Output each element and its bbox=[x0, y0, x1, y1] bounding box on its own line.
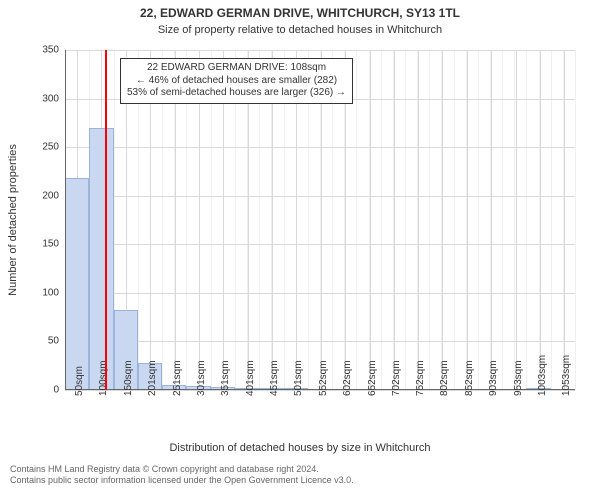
grid-minor-v bbox=[526, 50, 527, 390]
x-tick-label: 602sqm bbox=[342, 360, 353, 396]
x-tick-label: 150sqm bbox=[123, 360, 134, 396]
x-tick-label: 451sqm bbox=[269, 360, 280, 396]
y-tick-label: 250 bbox=[42, 142, 65, 153]
y-tick-label: 300 bbox=[42, 93, 65, 104]
grid-minor-v bbox=[381, 50, 382, 390]
grid-major-h bbox=[65, 293, 575, 294]
x-tick-label: 301sqm bbox=[196, 360, 207, 396]
y-axis-label: Number of detached properties bbox=[7, 144, 19, 296]
y-tick-label: 100 bbox=[42, 287, 65, 298]
histogram-bar bbox=[89, 128, 113, 390]
grid-minor-v bbox=[356, 50, 357, 390]
footnote-line-2: Contains public sector information licen… bbox=[10, 475, 590, 486]
grid-major-v bbox=[516, 50, 517, 390]
histogram-bar bbox=[65, 178, 89, 390]
grid-major-h bbox=[65, 244, 575, 245]
grid-major-h bbox=[65, 196, 575, 197]
plot-area: 05010015020025030035050sqm100sqm150sqm20… bbox=[65, 50, 575, 390]
grid-minor-v bbox=[575, 50, 576, 390]
x-tick-label: 652sqm bbox=[367, 360, 378, 396]
y-axis-line bbox=[65, 50, 66, 390]
y-tick-label: 50 bbox=[48, 336, 65, 347]
grid-major-h bbox=[65, 147, 575, 148]
grid-major-v bbox=[442, 50, 443, 390]
annotation-line-1: 22 EDWARD GERMAN DRIVE: 108sqm bbox=[127, 62, 346, 75]
y-tick-label: 200 bbox=[42, 190, 65, 201]
chart-title-2: Size of property relative to detached ho… bbox=[0, 24, 600, 36]
annotation-box: 22 EDWARD GERMAN DRIVE: 108sqm← 46% of d… bbox=[120, 58, 353, 104]
x-axis-label: Distribution of detached houses by size … bbox=[0, 442, 600, 454]
x-tick-label: 201sqm bbox=[147, 360, 158, 396]
x-tick-label: 401sqm bbox=[245, 360, 256, 396]
chart-title-1: 22, EDWARD GERMAN DRIVE, WHITCHURCH, SY1… bbox=[0, 6, 600, 20]
grid-minor-v bbox=[478, 50, 479, 390]
y-tick-label: 0 bbox=[53, 385, 65, 396]
x-tick-label: 903sqm bbox=[488, 360, 499, 396]
property-marker-line bbox=[105, 50, 107, 390]
grid-minor-v bbox=[454, 50, 455, 390]
grid-major-v bbox=[467, 50, 468, 390]
grid-major-h bbox=[65, 341, 575, 342]
grid-major-h bbox=[65, 50, 575, 51]
grid-minor-v bbox=[502, 50, 503, 390]
grid-major-v bbox=[394, 50, 395, 390]
grid-major-v bbox=[564, 50, 565, 390]
grid-major-v bbox=[491, 50, 492, 390]
grid-major-v bbox=[540, 50, 541, 390]
x-tick-label: 752sqm bbox=[415, 360, 426, 396]
x-tick-label: 852sqm bbox=[464, 360, 475, 396]
x-tick-label: 251sqm bbox=[172, 360, 183, 396]
grid-minor-v bbox=[405, 50, 406, 390]
chart-container: { "chart": { "type": "histogram", "title… bbox=[0, 0, 600, 500]
x-tick-label: 1003sqm bbox=[537, 355, 548, 396]
x-tick-label: 501sqm bbox=[293, 360, 304, 396]
grid-major-v bbox=[370, 50, 371, 390]
x-tick-label: 953sqm bbox=[513, 360, 524, 396]
y-tick-label: 350 bbox=[42, 45, 65, 56]
footnote: Contains HM Land Registry data © Crown c… bbox=[0, 464, 600, 487]
grid-major-v bbox=[418, 50, 419, 390]
grid-minor-v bbox=[551, 50, 552, 390]
x-tick-label: 802sqm bbox=[439, 360, 450, 396]
y-tick-label: 150 bbox=[42, 239, 65, 250]
grid-minor-v bbox=[429, 50, 430, 390]
x-tick-label: 702sqm bbox=[391, 360, 402, 396]
x-tick-label: 1053sqm bbox=[561, 355, 572, 396]
x-tick-label: 50sqm bbox=[74, 366, 85, 396]
annotation-line-3: 53% of semi-detached houses are larger (… bbox=[127, 87, 346, 100]
x-tick-label: 351sqm bbox=[220, 360, 231, 396]
x-tick-label: 552sqm bbox=[318, 360, 329, 396]
footnote-line-1: Contains HM Land Registry data © Crown c… bbox=[10, 464, 590, 475]
x-tick-label: 100sqm bbox=[98, 360, 109, 396]
annotation-line-2: ← 46% of detached houses are smaller (28… bbox=[127, 75, 346, 88]
